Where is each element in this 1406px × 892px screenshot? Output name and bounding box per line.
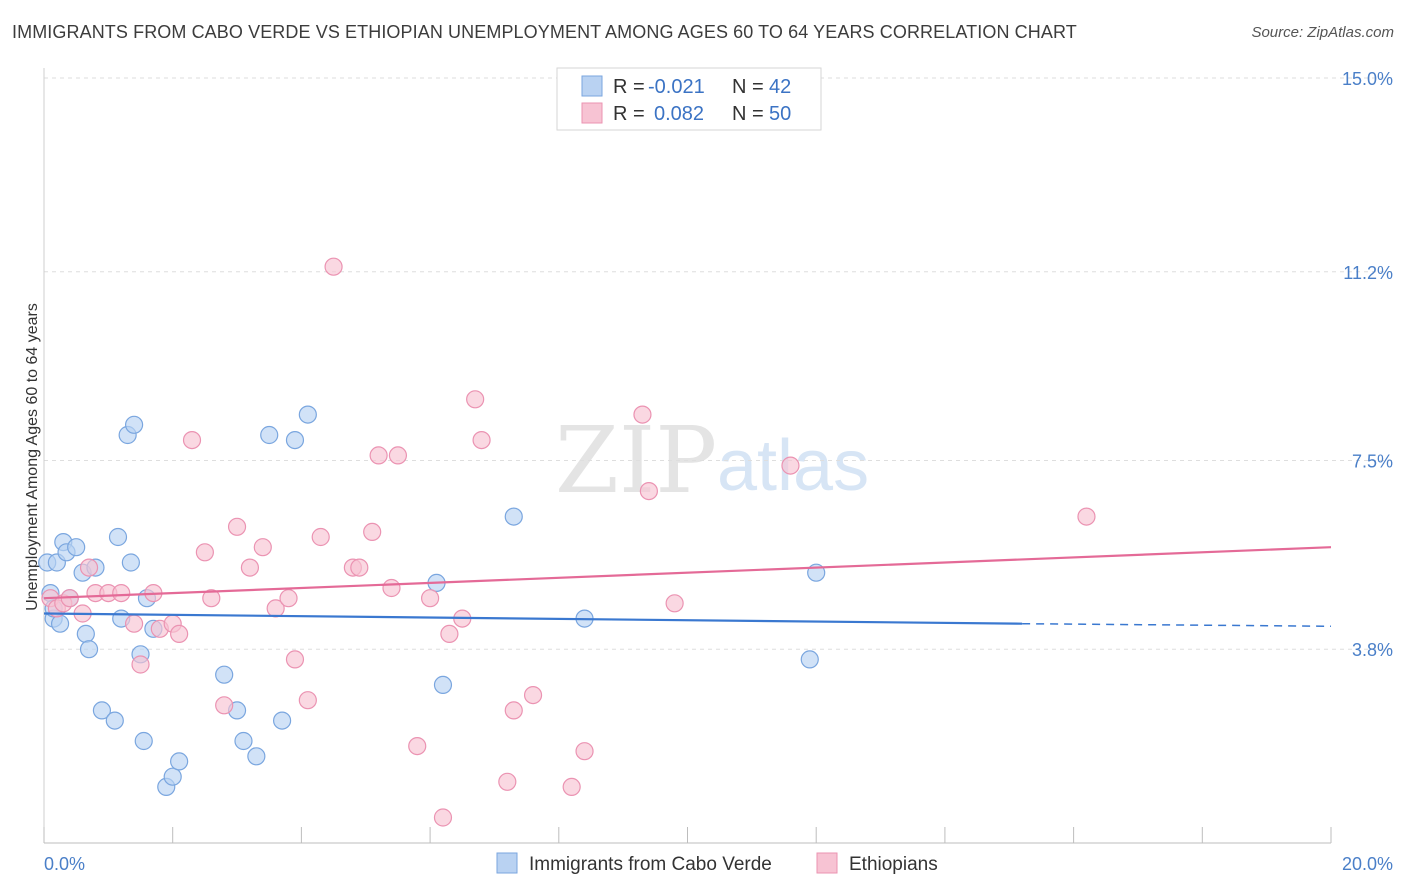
cabo-verde-point bbox=[163, 767, 182, 786]
ethiopian-point bbox=[131, 655, 150, 674]
source-label: Source: ZipAtlas.com bbox=[1251, 24, 1394, 41]
x-tick-labels: 0.0% 20.0% bbox=[44, 854, 1393, 874]
series-ethiopians-points bbox=[41, 257, 1096, 827]
ethiopian-point bbox=[665, 594, 684, 613]
cabo-verde-point bbox=[234, 731, 253, 751]
ethiopian-point bbox=[215, 696, 234, 715]
x-tick-label-min: 0.0% bbox=[44, 854, 85, 874]
ethiopian-point bbox=[253, 538, 272, 557]
ethiopian-point bbox=[388, 446, 408, 465]
legend-n-value-2: 50 bbox=[769, 103, 791, 125]
y-tick-label: 11.2% bbox=[1343, 263, 1393, 283]
legend-n-label-2: N = bbox=[732, 103, 764, 125]
cabo-verde-point bbox=[121, 553, 140, 572]
ethiopian-point bbox=[240, 558, 260, 577]
cabo-verde-point bbox=[67, 538, 86, 557]
ethiopian-point bbox=[195, 543, 214, 562]
ethiopian-point bbox=[433, 808, 453, 827]
cabo-verde-point bbox=[92, 701, 112, 720]
ethiopian-point bbox=[562, 777, 581, 797]
ethiopian-point bbox=[363, 522, 382, 542]
y-tick-label: 15.0% bbox=[1342, 69, 1393, 89]
ethiopian-point bbox=[227, 517, 247, 536]
cabo-verde-point bbox=[79, 640, 99, 659]
ethiopian-point bbox=[639, 482, 658, 501]
ethiopian-point bbox=[279, 589, 298, 608]
cabo-verde-point bbox=[124, 415, 144, 434]
ethiopian-point bbox=[781, 456, 800, 475]
cabo-verde-point bbox=[504, 507, 523, 526]
legend-label-ethiopians: Ethiopians bbox=[849, 854, 938, 875]
cabo-verde-point bbox=[800, 650, 819, 669]
ethiopian-point bbox=[202, 589, 221, 608]
cabo-verde-point bbox=[298, 405, 317, 424]
ethiopian-point bbox=[504, 701, 523, 720]
cabo-verde-point bbox=[105, 711, 124, 730]
cabo-verde-point bbox=[108, 527, 128, 547]
ethiopian-point bbox=[633, 405, 652, 424]
cabo-verde-point bbox=[50, 614, 70, 633]
cabo-verde-point bbox=[134, 731, 153, 751]
ethiopian-point bbox=[369, 446, 388, 465]
legend-r-value-2: 0.082 bbox=[654, 103, 704, 125]
ethiopian-point bbox=[170, 624, 189, 644]
ethiopian-point bbox=[466, 390, 485, 409]
trend-lines bbox=[43, 546, 1332, 627]
ethiopians-trend-line bbox=[43, 546, 1332, 600]
legend-swatch-blue bbox=[581, 75, 603, 97]
x-tick-label-max: 20.0% bbox=[1342, 854, 1393, 874]
series-legend: Immigrants from Cabo Verde Ethiopians bbox=[496, 852, 938, 875]
legend-r-value-1: -0.021 bbox=[648, 76, 705, 98]
ethiopian-point bbox=[440, 624, 459, 644]
ethiopian-point bbox=[112, 583, 131, 603]
legend-swatch-ethiopians bbox=[816, 852, 838, 874]
cabo-verde-trend-extension bbox=[1022, 622, 1332, 627]
legend-n-value-1: 42 bbox=[769, 76, 791, 98]
cabo-verde-point bbox=[272, 711, 292, 730]
ethiopian-point bbox=[311, 527, 330, 547]
legend-r-label-2: R = bbox=[613, 103, 645, 125]
cabo-verde-trend-line bbox=[43, 612, 1023, 625]
ethiopian-point bbox=[124, 614, 144, 633]
legend-n-label-1: N = bbox=[732, 76, 764, 98]
chart-title: IMMIGRANTS FROM CABO VERDE VS ETHIOPIAN … bbox=[12, 22, 1077, 42]
cabo-verde-point bbox=[247, 747, 266, 766]
ethiopian-point bbox=[523, 685, 543, 705]
ethiopian-point bbox=[382, 578, 401, 598]
cabo-verde-point bbox=[215, 665, 234, 684]
cabo-verde-point bbox=[285, 431, 305, 450]
cabo-verde-point bbox=[170, 752, 189, 771]
series-cabo-verde-points bbox=[38, 405, 826, 797]
ethiopian-point bbox=[350, 558, 369, 577]
ethiopian-point bbox=[324, 257, 343, 276]
ethiopian-point bbox=[408, 736, 427, 756]
cabo-verde-point bbox=[433, 675, 453, 695]
y-axis-label: Unemployment Among Ages 60 to 64 years bbox=[24, 303, 41, 611]
axes bbox=[43, 68, 1332, 844]
correlation-legend: R = -0.021 N = 42 R = 0.082 N = 50 bbox=[556, 67, 822, 131]
legend-swatch-pink bbox=[581, 102, 603, 124]
ethiopian-point bbox=[498, 772, 517, 791]
ethiopian-point bbox=[285, 650, 305, 669]
cabo-verde-point bbox=[76, 624, 95, 644]
legend-label-cabo-verde: Immigrants from Cabo Verde bbox=[529, 854, 772, 875]
legend-r-label-1: R = bbox=[613, 76, 645, 98]
ethiopian-point bbox=[79, 558, 99, 577]
ethiopian-point bbox=[421, 589, 440, 608]
y-tick-label: 7.5% bbox=[1352, 452, 1393, 472]
cabo-verde-point bbox=[260, 425, 279, 445]
ethiopian-point bbox=[1077, 507, 1096, 526]
ethiopian-point bbox=[575, 742, 594, 761]
ethiopian-point bbox=[472, 431, 491, 450]
ethiopian-point bbox=[182, 431, 202, 450]
ethiopian-point bbox=[298, 691, 317, 710]
legend-swatch-cabo-verde bbox=[496, 852, 518, 874]
y-tick-label: 3.8% bbox=[1352, 640, 1393, 660]
y-tick-labels: 3.8% 7.5% 11.2% 15.0% bbox=[1342, 69, 1393, 660]
